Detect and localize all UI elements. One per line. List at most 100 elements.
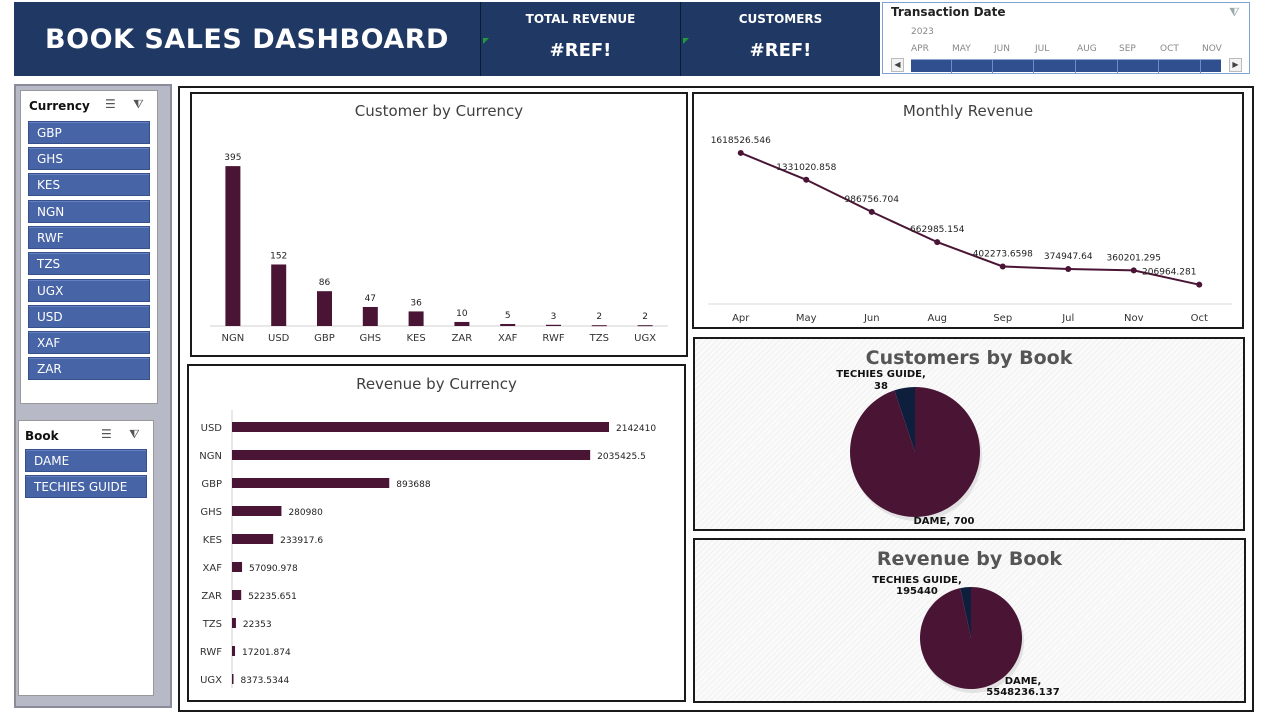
slicer-item-ugx[interactable]: UGX	[28, 279, 150, 302]
slice-label: 5548236.137	[986, 687, 1059, 698]
timeline-selection-bar[interactable]	[911, 59, 1221, 73]
bar	[232, 534, 274, 544]
bar	[232, 646, 236, 656]
revenue-by-currency-plot: USD 2142410 NGN 2035425.5 GBP 893688 GHS 280980…	[199, 410, 656, 688]
data-point	[737, 149, 744, 156]
monthly-revenue-chart[interactable]: Monthly Revenue 1618526.546 Apr 1331020.85…	[692, 92, 1244, 329]
timeline-month[interactable]: NOV	[1202, 44, 1222, 54]
data-label: 360201.295	[1107, 253, 1161, 263]
bar	[232, 478, 390, 488]
customers-by-book-chart[interactable]: Customers by Book DAME, 700 TECHIES GUIDE…	[693, 337, 1245, 531]
tick-label: USD	[201, 423, 223, 434]
tick-label: May	[796, 313, 817, 324]
bar	[637, 325, 653, 327]
timeline-month[interactable]: MAY	[952, 44, 971, 54]
bar	[591, 325, 607, 327]
bar	[362, 306, 378, 326]
timeline-month[interactable]: AUG	[1077, 44, 1097, 54]
monthly-revenue-plot: 1618526.546 Apr 1331020.858 May 986756.704 Ju…	[708, 136, 1232, 324]
book-slicer: Book ☰ ⧨ DAME TECHIES GUIDE	[18, 420, 154, 696]
slicer-item-kes[interactable]: KES	[28, 173, 150, 196]
data-label: 374947.64	[1044, 252, 1093, 262]
bar	[454, 321, 470, 326]
tick-label: Aug	[927, 313, 947, 324]
currency-slicer-title: Currency	[29, 99, 90, 113]
timeline-title: Transaction Date	[891, 5, 1006, 19]
timeline-month[interactable]: JUL	[1035, 44, 1050, 54]
pie-slice	[960, 587, 971, 638]
customer-by-currency-plot: 395 NGN 152 USD 86 GBP 47 GHS 36 KES 10 ZAR 5 XAF 3 RWF…	[210, 153, 668, 344]
scroll-left-icon[interactable]: ◀	[891, 58, 904, 72]
slicer-panel: Currency ☰ ⧨ GBP GHS KES NGN RWF TZS UGX…	[14, 84, 172, 708]
slicer-item-dame[interactable]: DAME	[25, 449, 147, 472]
bar	[232, 562, 243, 572]
data-label: 986756.704	[845, 195, 900, 205]
slice-label: TECHIES GUIDE,	[836, 369, 926, 380]
multi-select-icon[interactable]: ☰	[101, 427, 112, 441]
data-label: 17201.874	[242, 648, 291, 658]
bar	[232, 506, 282, 516]
data-label: 2035425.5	[597, 452, 646, 462]
timeline-slicer[interactable]: Transaction Date ⧨ 2023 APR MAY JUN JUL …	[882, 2, 1250, 74]
currency-slicer: Currency ☰ ⧨ GBP GHS KES NGN RWF TZS UGX…	[20, 90, 158, 404]
tick-label: NGN	[222, 333, 245, 344]
kpi-label: CUSTOMERS	[738, 12, 823, 26]
data-label: 233917.6	[280, 536, 323, 546]
revenue-by-book-chart[interactable]: Revenue by Book DAME, 5548236.137 TECHIES …	[693, 538, 1246, 703]
tick-label: TZS	[202, 619, 222, 630]
slicer-item-zar[interactable]: ZAR	[28, 357, 150, 380]
pie-slice	[894, 387, 915, 452]
clear-filter-icon[interactable]: ⧨	[129, 427, 140, 441]
customer-by-currency-chart[interactable]: Customer by Currency 395 NGN 152 USD 86 GBP 47…	[190, 92, 688, 357]
timeline-month[interactable]: JUN	[994, 44, 1010, 54]
slicer-item-xaf[interactable]: XAF	[28, 331, 150, 354]
data-point	[999, 263, 1006, 270]
clear-filter-icon[interactable]: ⧨	[133, 97, 144, 111]
timeline-month[interactable]: SEP	[1119, 44, 1136, 54]
slicer-item-rwf[interactable]: RWF	[28, 226, 150, 249]
slicer-item-gbp[interactable]: GBP	[28, 121, 150, 144]
slicer-item-usd[interactable]: USD	[28, 305, 150, 328]
scroll-right-icon[interactable]: ▶	[1229, 58, 1242, 72]
data-label: 3	[551, 312, 557, 322]
data-label: 893688	[396, 480, 431, 490]
tick-label: GBP	[314, 333, 335, 344]
data-label: 280980	[288, 508, 323, 518]
tick-label: RWF	[542, 333, 564, 344]
tick-label: Apr	[732, 313, 750, 324]
slicer-item-ngn[interactable]: NGN	[28, 200, 150, 223]
clear-filter-icon[interactable]: ⧨	[1229, 5, 1240, 19]
dashboard-title: BOOK SALES DASHBOARD	[45, 23, 449, 55]
kpi-customers[interactable]: CUSTOMERS #REF!	[680, 2, 880, 76]
chart-title: Monthly Revenue	[902, 102, 1034, 120]
tick-label: XAF	[498, 333, 518, 344]
tick-label: GBP	[201, 479, 222, 490]
slicer-item-techies-guide[interactable]: TECHIES GUIDE	[25, 475, 147, 498]
data-label: 8373.5344	[241, 676, 290, 686]
data-label: 47	[365, 294, 376, 304]
bar	[232, 618, 236, 628]
customers-by-book-plot: DAME, 700 TECHIES GUIDE,38	[836, 369, 982, 527]
data-label: 152	[270, 251, 287, 261]
data-label: 2	[596, 312, 602, 322]
timeline-month[interactable]: OCT	[1160, 44, 1179, 54]
slicer-item-tzs[interactable]: TZS	[28, 252, 150, 275]
chart-title: Revenue by Book	[876, 548, 1063, 570]
multi-select-icon[interactable]: ☰	[105, 97, 116, 111]
tick-label: Oct	[1191, 313, 1208, 324]
bar	[500, 323, 516, 326]
timeline-month[interactable]: APR	[911, 44, 929, 54]
tick-label: Jun	[863, 313, 880, 324]
series-line	[740, 152, 1200, 286]
tick-label: GHS	[359, 333, 381, 344]
kpi-total-revenue[interactable]: TOTAL REVENUE #REF!	[480, 2, 680, 76]
revenue-by-currency-chart[interactable]: Revenue by Currency USD 2142410 NGN 2035425…	[187, 364, 686, 702]
tick-label: ZAR	[452, 333, 473, 344]
data-label: 5	[505, 311, 511, 321]
slicer-item-ghs[interactable]: GHS	[28, 147, 150, 170]
data-label: 206964.281	[1142, 268, 1196, 278]
bar	[232, 422, 609, 432]
error-indicator-icon	[483, 38, 489, 44]
tick-label: KES	[203, 535, 222, 546]
data-label: 57090.978	[249, 564, 298, 574]
